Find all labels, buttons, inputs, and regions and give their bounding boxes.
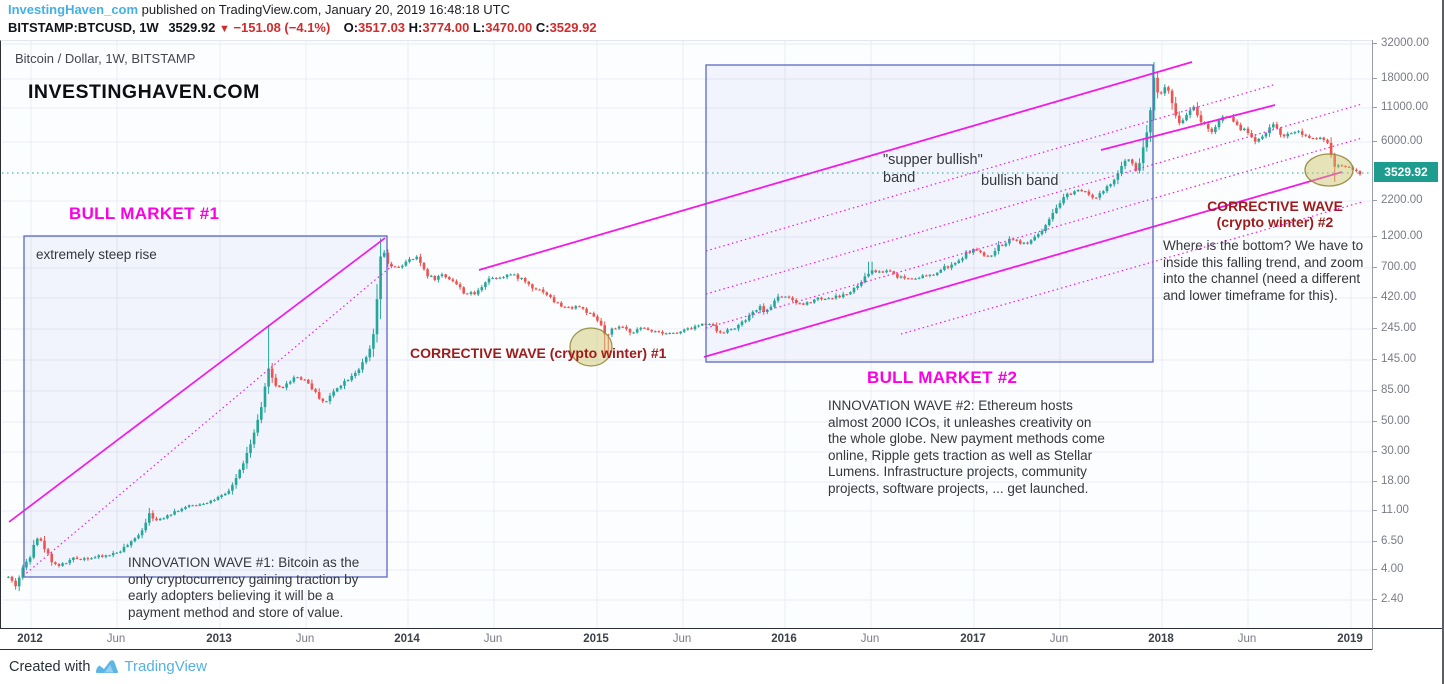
price-axis-label: 1200.00 (1381, 230, 1423, 242)
chart-canvas[interactable]: Bitcoin / Dollar, 1W, BITSTAMP INVESTING… (0, 40, 1373, 629)
bull-market-1-box (24, 236, 387, 577)
price-axis-label: 18.00 (1381, 475, 1410, 487)
price-tick (1373, 541, 1377, 542)
byline: InvestingHaven_com published on TradingV… (8, 2, 510, 17)
price-tick (1373, 43, 1377, 44)
trend-line (900, 201, 1363, 335)
price-tick (1373, 200, 1377, 201)
trend-line (705, 103, 1363, 295)
last-price: 3529.92 (168, 20, 216, 35)
ohlc-values: O:3517.03 H:3774.00 L:3470.00 C:3529.92 (344, 20, 597, 35)
price-axis-label: 420.00 (1381, 291, 1417, 303)
footer: Created with TradingView (0, 650, 1442, 684)
last-price-axis-label: 3529.92 (1374, 162, 1438, 182)
price-tick (1373, 141, 1377, 142)
price-tick (1373, 107, 1377, 108)
watermark: INVESTINGHAVEN.COM (28, 81, 260, 103)
price-tick (1373, 390, 1377, 391)
price-axis-label: 11000.00 (1381, 101, 1429, 113)
trend-line (8, 237, 386, 523)
trend-line (703, 171, 1343, 358)
time-axis-label: Jun (106, 633, 126, 645)
chart-legend-title: Bitcoin / Dollar, 1W, BITSTAMP (15, 51, 196, 66)
time-axis-label: Jun (672, 633, 692, 645)
winter-1-low-highlight (569, 327, 613, 367)
price-axis-label: 32000.00 (1381, 37, 1429, 49)
price-tick (1373, 451, 1377, 452)
tradingview-logo-icon (95, 659, 119, 674)
author-link[interactable]: InvestingHaven_com (8, 2, 139, 17)
price-axis-label: 6.50 (1381, 535, 1404, 547)
price-tick (1373, 510, 1377, 511)
price-axis-label: 2.40 (1381, 593, 1404, 605)
time-axis-label: 2018 (1148, 633, 1174, 645)
price-axis-label: 30.00 (1381, 445, 1410, 457)
time-axis-label: 2015 (583, 633, 609, 645)
price-tick (1373, 236, 1377, 237)
ohlc-key: L: (472, 20, 486, 35)
price-tick (1373, 421, 1377, 422)
trend-line (478, 61, 1193, 271)
price-axis-label: 85.00 (1381, 384, 1410, 396)
ohlc-key: H: (408, 20, 423, 35)
ohlc-value: 3529.92 (549, 20, 597, 35)
price-tick (1373, 569, 1377, 570)
trend-line (1100, 104, 1276, 151)
price-tick (1373, 328, 1377, 329)
time-axis-label: Jun (1237, 633, 1257, 645)
winter-2-low-highlight (1304, 153, 1354, 187)
symbol-status-line: BITSTAMP:BTCUSD, 1W 3529.92 ▼ −151.08 (−… (8, 20, 597, 35)
price-axis-label: 145.00 (1381, 353, 1417, 365)
price-tick (1373, 297, 1377, 298)
time-axis-label: 2012 (17, 633, 43, 645)
time-axis-label: 2014 (394, 633, 420, 645)
byline-text: published on TradingView.com, January 20… (138, 2, 510, 17)
price-tick (1373, 267, 1377, 268)
bull-market-2-box (706, 65, 1153, 362)
down-arrow-icon: ▼ (218, 23, 230, 35)
candlestick-chart[interactable] (1, 41, 1373, 629)
time-axis-label: 2013 (206, 633, 232, 645)
price-axis-label: 11.00 (1381, 504, 1409, 516)
time-axis-label: Jun (483, 633, 503, 645)
price-tick (1373, 78, 1377, 79)
price-axis-label: 18000.00 (1381, 72, 1429, 84)
price-tick (1373, 599, 1377, 600)
price-axis-label: 700.00 (1381, 261, 1417, 273)
time-axis-label: Jun (295, 633, 315, 645)
time-axis-label: 2019 (1337, 633, 1363, 645)
price-axis-label: 4.00 (1381, 563, 1404, 575)
ohlc-value: 3774.00 (422, 20, 473, 35)
time-axis-label: Jun (1049, 633, 1069, 645)
time-axis-label: 2017 (960, 633, 986, 645)
ohlc-value: 3517.03 (358, 20, 409, 35)
time-axis[interactable]: 2012 Jun 2013 Jun 2014 Jun 2015 Jun 2016 Jun 2017 J… (0, 628, 1372, 650)
axis-corner (1372, 628, 1442, 650)
change-value: −151.08 (−4.1%) (233, 20, 331, 35)
price-tick (1373, 481, 1377, 482)
time-axis-label: 2016 (771, 633, 797, 645)
ohlc-value: 3470.00 (485, 20, 536, 35)
price-axis-label: 6000.00 (1381, 135, 1423, 147)
price-axis-label: 245.00 (1381, 322, 1417, 334)
price-axis[interactable]: 32000.00 18000.00 11000.00 6000.00 2200.00 12… (1372, 37, 1442, 628)
price-tick (1373, 359, 1377, 360)
time-axis-label: Jun (860, 633, 880, 645)
tradingview-link[interactable]: TradingView (124, 658, 207, 675)
symbol-label: BITSTAMP:BTCUSD, 1W (8, 20, 159, 35)
price-axis-label: 2200.00 (1381, 194, 1423, 206)
credit-line: Created with TradingView (9, 658, 207, 675)
price-axis-label: 50.00 (1381, 415, 1410, 427)
ohlc-key: C: (535, 20, 550, 35)
ohlc-key: O: (343, 20, 359, 35)
created-with-text: Created with (9, 658, 91, 675)
trend-line (705, 137, 1363, 329)
